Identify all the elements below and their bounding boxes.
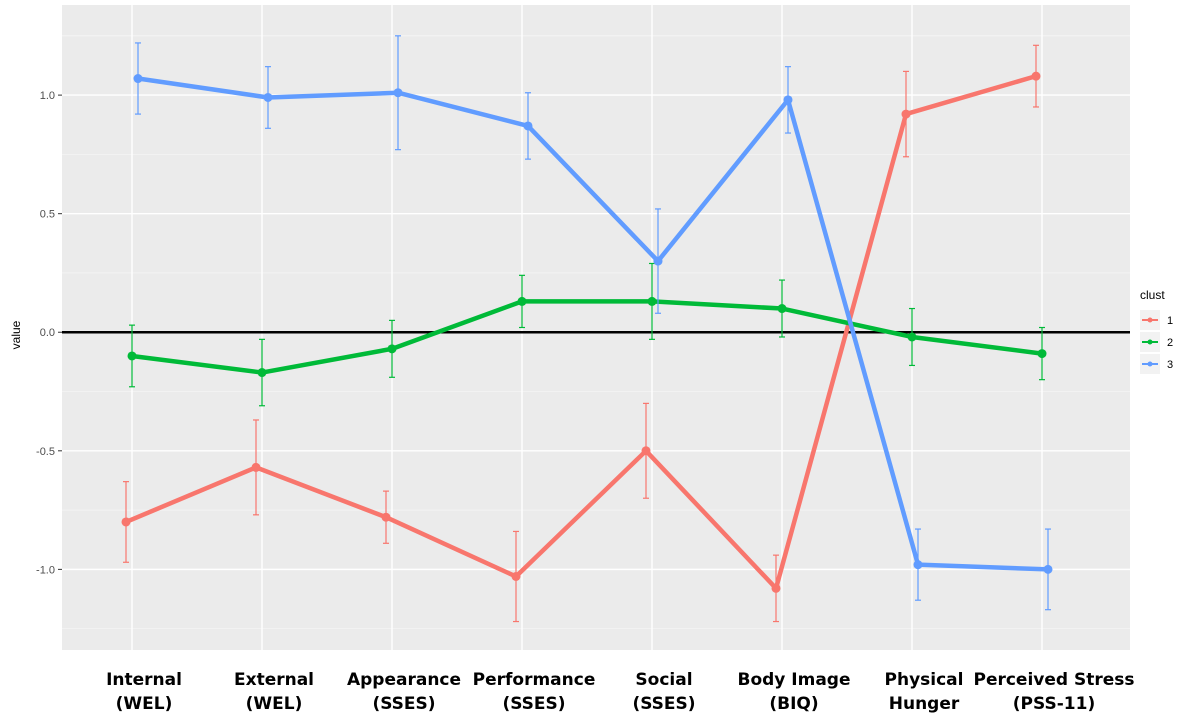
data-point <box>133 74 143 84</box>
data-point <box>517 296 527 306</box>
data-point <box>783 95 793 105</box>
x-category-label-line: Physical <box>885 670 964 690</box>
x-category-label: Social (SSES) <box>632 670 695 714</box>
x-category-label-line: (WEL) <box>246 694 303 714</box>
data-point <box>263 92 273 102</box>
legend-entry-label: 2 <box>1167 337 1173 349</box>
data-point <box>387 344 397 354</box>
data-point <box>901 109 911 119</box>
x-category-label-line: (SSES) <box>502 694 565 714</box>
legend-key-point <box>1147 317 1153 323</box>
series-line <box>131 299 1043 375</box>
series-1 <box>121 44 1041 623</box>
y-tick-label: -1.0 <box>36 564 55 576</box>
y-tick-label: -0.5 <box>36 446 55 458</box>
data-point <box>913 560 923 570</box>
x-category-label-line: (BIQ) <box>769 694 818 714</box>
x-category-label: Body Image (BIQ) <box>737 670 850 714</box>
x-category-label-line: Body Image <box>737 670 850 690</box>
data-point <box>907 332 917 342</box>
series-layer <box>121 35 1053 623</box>
x-category-label-line: Perceived Stress <box>973 670 1134 690</box>
data-point <box>1031 71 1041 81</box>
data-point <box>511 571 521 581</box>
legend-title: clust <box>1140 288 1165 302</box>
x-category-label: External (WEL) <box>234 670 314 714</box>
x-category-label-line: External <box>234 670 314 690</box>
x-category-label: Perceived Stress (PSS-11) <box>973 670 1134 714</box>
data-point <box>647 296 657 306</box>
grid-minor <box>62 35 1130 630</box>
x-category-label: Internal (WEL) <box>106 670 182 714</box>
y-axis-title: value <box>9 320 23 349</box>
data-point <box>127 351 137 361</box>
data-point <box>777 304 787 314</box>
x-category-label-line: Performance <box>473 670 596 690</box>
data-point <box>381 512 391 522</box>
x-category-label-line: Internal <box>106 670 182 690</box>
data-point <box>641 446 651 456</box>
x-category-label-line: (PSS-11) <box>1013 694 1095 714</box>
x-category-label-line: (WEL) <box>116 694 173 714</box>
y-tick-label: 1.0 <box>40 90 55 102</box>
data-point <box>121 517 131 527</box>
x-category-label: Appearance (SSES) <box>347 670 461 714</box>
x-category-label-line: (SSES) <box>372 694 435 714</box>
legend-key-point <box>1147 361 1153 367</box>
x-category-label-line: Social <box>635 670 692 690</box>
legend-key-point <box>1147 339 1153 345</box>
data-point <box>1037 349 1047 359</box>
y-axis-ticks: -1.0 -0.5 0.0 0.5 1.0 <box>36 90 62 576</box>
data-point <box>523 121 533 131</box>
plot-panel <box>62 5 1130 650</box>
series-2 <box>127 262 1047 407</box>
y-tick-label: 0.5 <box>40 209 55 221</box>
legend-entry-label: 1 <box>1167 315 1173 327</box>
data-point <box>1043 564 1053 574</box>
x-category-label: Physical Hunger <box>885 670 964 714</box>
series-line <box>125 73 1037 591</box>
data-point <box>393 88 403 98</box>
data-point <box>257 368 267 378</box>
series-line <box>137 76 1049 572</box>
data-point <box>653 256 663 266</box>
x-category-label: Performance (SSES) <box>473 670 596 714</box>
data-point <box>251 462 261 472</box>
x-category-label-line: Hunger <box>889 694 960 714</box>
data-point <box>771 583 781 593</box>
x-category-label-line: Appearance <box>347 670 461 690</box>
y-tick-label: 0.0 <box>40 327 55 339</box>
x-category-label-line: (SSES) <box>632 694 695 714</box>
x-axis-labels: Internal (WEL) External (WEL) Appearance (SSE… <box>106 670 1134 714</box>
legend: clust 1 2 3 <box>1140 288 1173 374</box>
legend-entry-label: 3 <box>1167 359 1173 371</box>
series-3 <box>133 35 1053 611</box>
